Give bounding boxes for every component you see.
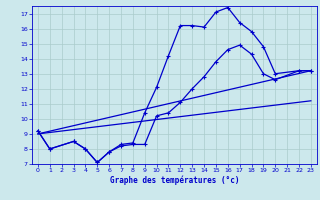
- X-axis label: Graphe des températures (°c): Graphe des températures (°c): [110, 176, 239, 185]
